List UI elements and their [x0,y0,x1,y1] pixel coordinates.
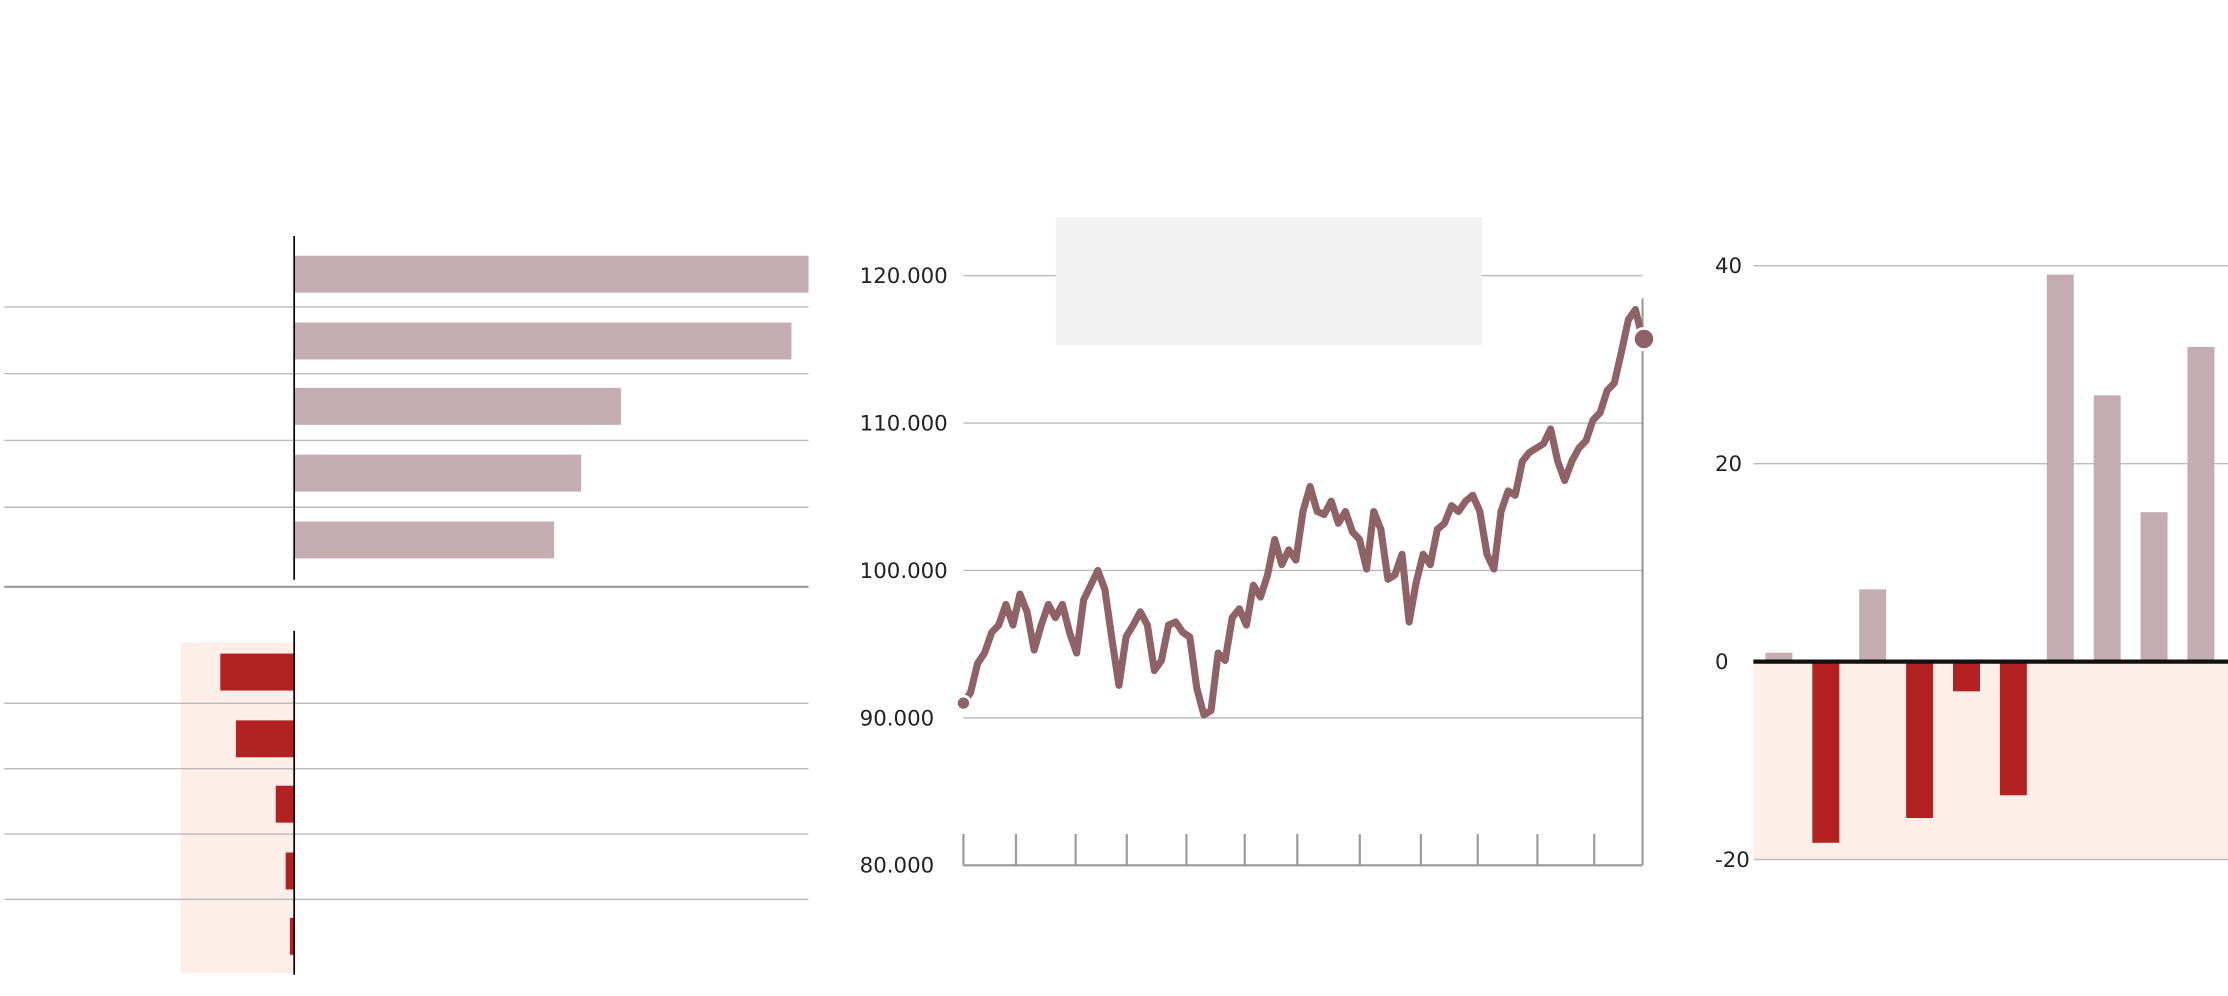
bar [294,521,555,559]
bar [2046,274,2074,662]
y-tick-label: 110.000 [860,411,948,436]
y-tick-label: -20 [1715,848,1750,873]
y-tick-label: 90.000 [860,706,935,731]
bar [1952,661,1980,692]
y-tick-label: 120.000 [860,264,948,289]
y-tick-label: 100.000 [860,559,948,584]
bar [1999,661,2027,796]
bar [285,852,295,890]
bar [275,785,295,823]
bar [289,917,295,955]
y-tick-label: 80.000 [860,854,935,879]
bar [220,653,295,691]
price-line [960,306,1647,719]
bar [2093,395,2121,662]
bar [294,387,621,425]
bar [2140,512,2168,662]
bar [294,454,582,492]
start-dot [954,694,972,712]
y-tick-label: 20 [1715,452,1742,477]
end-dot [1631,326,1657,352]
bar [1765,652,1793,662]
legend-box [1055,217,1482,346]
bar [2187,346,2215,662]
bar [1859,589,1887,662]
bar [235,720,295,758]
y-tick-label: 0 [1715,650,1729,675]
bar [294,322,792,360]
bar [1812,661,1840,843]
bar [1906,661,1934,819]
y-tick-label: 40 [1715,254,1742,279]
bar [294,255,809,293]
negative-shade [180,642,295,974]
